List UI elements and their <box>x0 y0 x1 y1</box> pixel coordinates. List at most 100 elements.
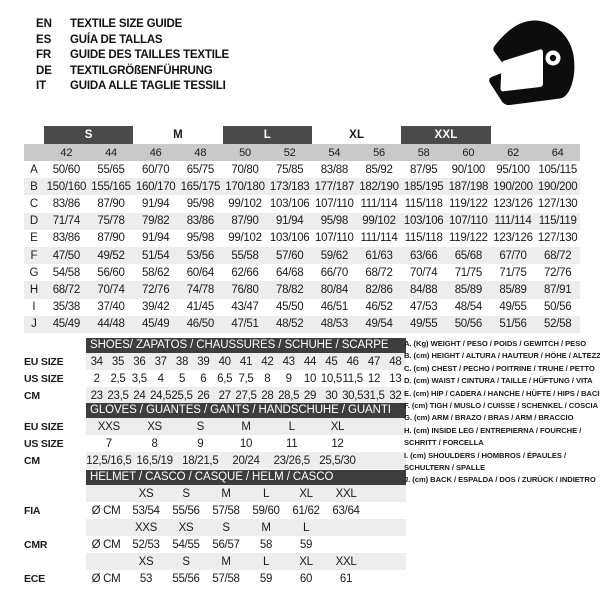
table-row: H 68/72 70/74 72/76 74/78 76/80 78/82 80/84 82/8… <box>24 281 580 299</box>
table-cell: 57/60 <box>267 246 312 265</box>
helmet-value-cell: 63/64 <box>332 504 360 517</box>
table-cell: 45/50 <box>267 298 312 316</box>
table-cell: 37/40 <box>88 298 134 316</box>
table-cell: 150/160 <box>44 178 89 196</box>
gloves-cell <box>360 418 406 435</box>
table-cell: 85/89 <box>490 281 536 299</box>
helmet-size-cell: S <box>182 555 190 568</box>
shoes-cell: 34 <box>90 355 104 368</box>
shoes-cell: 40 <box>218 355 232 368</box>
gloves-cell: M <box>241 420 251 433</box>
language-title: TEXTILE SIZE GUIDE <box>70 18 183 30</box>
shoes-cell: 28,5 <box>278 389 300 402</box>
helmet-size-cell: S <box>222 521 230 534</box>
shoes-cell: 10 <box>303 372 317 385</box>
table-cell: 49/55 <box>401 315 446 333</box>
shoes-cell: 38 <box>175 355 189 368</box>
helmet-size-cell <box>366 485 406 502</box>
table-cell: 44/48 <box>88 315 134 333</box>
table-cell: 123/126 <box>490 195 536 213</box>
table-cell: 60/64 <box>178 264 223 282</box>
helmet-size-cell: M <box>221 487 231 500</box>
table-cell: 177/187 <box>312 178 357 196</box>
shoes-cell: 10,5 <box>320 372 342 385</box>
gloves-cell: 12,5/16,5 <box>86 454 132 467</box>
gloves-cell: 10 <box>239 437 253 450</box>
shoes-cell: 23 <box>90 389 104 402</box>
size-number-54: 54 <box>312 144 357 161</box>
shoes-cell: 43 <box>282 355 296 368</box>
table-cell: 71/75 <box>446 264 491 282</box>
table-cell: 55/58 <box>222 246 268 265</box>
language-row: FR GUIDE DES TAILLES TEXTILE <box>36 49 336 65</box>
helmet-size-cell <box>86 485 126 502</box>
table-cell: 47/51 <box>222 315 268 333</box>
shoes-cell: 46 <box>346 355 360 368</box>
shoes-cell: 11,5 <box>342 372 363 385</box>
gloves-cell: 18/21,5 <box>182 454 219 467</box>
size-number-52: 52 <box>267 144 312 161</box>
gloves-header: GLOVES / GUANTES / GANTS / HANDSCHUHE / … <box>86 403 406 418</box>
table-cell: 45/49 <box>44 315 89 333</box>
table-cell: 63/66 <box>401 246 446 265</box>
size-number-56: 56 <box>356 144 402 161</box>
helmet-value-cell <box>366 570 406 587</box>
shoes-cell: 25,5 <box>171 389 193 402</box>
table-cell: 187/198 <box>446 178 491 196</box>
table-cell: 115/119 <box>535 212 580 230</box>
size-number-44: 44 <box>88 144 134 161</box>
size-number-row: 42 44 46 48 50 52 54 56 58 60 62 64 <box>24 144 580 161</box>
table-cell: 173/183 <box>267 178 312 196</box>
legend-line: J. (cm) BACK / ESPALDA / DOS / ZURÜCK / … <box>404 475 596 485</box>
size-band-xl: XL <box>349 129 365 141</box>
table-cell: 95/100 <box>490 161 536 179</box>
table-cell: 85/89 <box>446 281 491 299</box>
table-cell: 115/118 <box>401 195 446 213</box>
helmet-rows: XS S M L XL XXL FIA Ø CM 53/54 55/56 57/58 59/60 61/… <box>24 485 406 587</box>
table-cell: 84/88 <box>401 281 446 299</box>
shoes-header: SHOES/ ZAPATOS / CHAUSSURES / SCHUHE / S… <box>86 338 406 353</box>
size-number-62: 62 <box>490 144 536 161</box>
measurement-legend: A. (Kg) WEIGHT / PESO / POIDS / GEWITCH … <box>404 338 600 487</box>
helmet-size-cell <box>86 519 126 536</box>
gloves-row: EU SIZE XXS XS S M L XL <box>24 418 406 435</box>
table-cell: 66/70 <box>312 264 357 282</box>
gloves-row: CM 12,5/16,5 16,5/19 18/21,5 20/24 23/26,5 25,… <box>24 452 406 469</box>
helmet-value-cell: 57/58 <box>212 504 240 517</box>
helmet-size-cell: L <box>262 487 270 500</box>
shoes-row-label: CM <box>24 389 40 402</box>
table-cell: 48/54 <box>446 298 491 316</box>
helmet-value-cell: 56/57 <box>212 538 240 551</box>
shoes-cell: 9 <box>285 372 292 385</box>
shoes-cell: 6,5 <box>217 372 233 385</box>
legend-line: H. (cm) INSIDE LEG / ENTREPIERNA / FOURC… <box>404 425 582 435</box>
shoes-cell: 6 <box>200 372 207 385</box>
shoes-cell: 37 <box>154 355 168 368</box>
table-cell: 53/56 <box>178 246 223 265</box>
table-cell: 41/45 <box>178 298 223 316</box>
table-cell: 62/66 <box>222 264 268 282</box>
helmet-size-cell: XL <box>299 555 313 568</box>
table-cell: 99/102 <box>222 229 268 247</box>
table-cell: 103/106 <box>267 195 312 213</box>
helmet-size-cell <box>326 519 366 536</box>
size-band-s: S <box>44 126 134 144</box>
size-number-64: 64 <box>535 144 580 161</box>
table-cell: 64/68 <box>267 264 312 282</box>
table-cell: 55/65 <box>88 161 134 179</box>
row-label-C: C <box>24 195 44 213</box>
helmet-unit-cell: Ø CM <box>91 538 121 551</box>
shoes-cell: 32 <box>389 389 402 402</box>
table-cell: 83/86 <box>178 212 223 230</box>
table-cell: 160/170 <box>133 178 178 196</box>
language-title: GUÍA DE TALLAS <box>70 33 163 46</box>
legend-line: F. (cm) TIGH / MUSLO / CUISSE / SCHENKEL… <box>404 401 599 411</box>
row-label-D: D <box>24 212 44 230</box>
language-row: IT GUIDA ALLE TAGLIE TESSILI <box>36 80 336 96</box>
helmet-value-cell: 59/60 <box>252 504 280 517</box>
helmet-size-cell: XXL <box>335 487 357 500</box>
helmet-value-cell <box>326 536 366 553</box>
table-cell: 103/106 <box>401 212 446 230</box>
helmet-size-cell: L <box>262 555 270 568</box>
helmet-value-cell: 59 <box>299 538 313 551</box>
